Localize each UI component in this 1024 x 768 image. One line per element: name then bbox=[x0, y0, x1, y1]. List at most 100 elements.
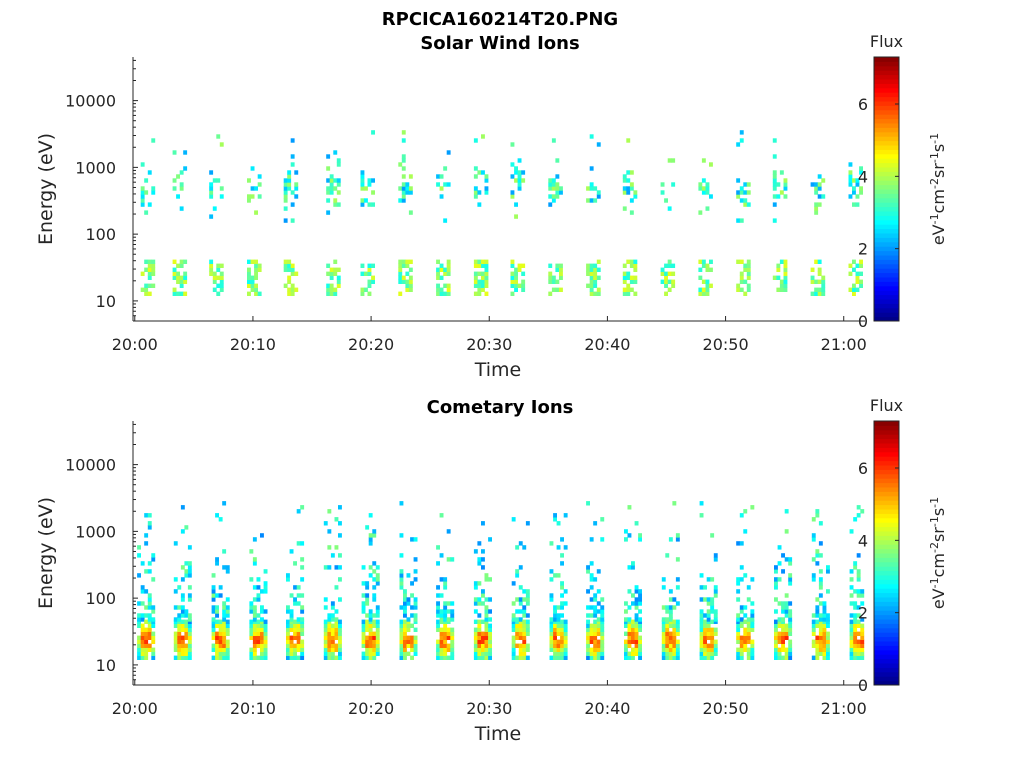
heatmap-cell bbox=[589, 639, 594, 644]
heatmap-cell bbox=[144, 619, 149, 624]
colorbar-segment bbox=[874, 290, 899, 296]
heatmap-cell bbox=[283, 263, 288, 268]
heatmap-cell bbox=[289, 655, 294, 660]
heatmap-cell bbox=[559, 275, 563, 280]
heatmap-cell bbox=[638, 655, 642, 660]
heatmap-cell bbox=[289, 609, 294, 614]
heatmap-cell bbox=[367, 283, 372, 288]
heatmap-cell bbox=[556, 631, 561, 636]
heatmap-cell bbox=[256, 619, 261, 624]
heatmap-cell bbox=[631, 601, 635, 606]
heatmap-cell bbox=[626, 275, 631, 280]
heatmap-cell bbox=[593, 291, 598, 296]
heatmap-cell bbox=[515, 569, 520, 574]
heatmap-cell bbox=[180, 647, 185, 652]
heatmap-cell bbox=[151, 635, 156, 640]
heatmap-cell bbox=[473, 619, 478, 624]
heatmap-cell bbox=[218, 655, 223, 660]
x-tick-label: 21:00 bbox=[821, 699, 867, 718]
heatmap-cell bbox=[176, 271, 180, 276]
colorbar-tick-label: 6 bbox=[858, 95, 868, 114]
heatmap-cell bbox=[668, 617, 673, 622]
heatmap-cell bbox=[856, 655, 861, 660]
heatmap-cell bbox=[699, 627, 704, 632]
heatmap-cell bbox=[860, 589, 865, 594]
heatmap-cell bbox=[553, 647, 557, 652]
heatmap-cell bbox=[473, 283, 478, 288]
heatmap-cell bbox=[147, 569, 152, 574]
heatmap-cell bbox=[553, 627, 557, 632]
colorbar-segment bbox=[874, 588, 899, 594]
heatmap-cell bbox=[660, 182, 665, 187]
heatmap-cell bbox=[661, 623, 666, 628]
colorbar-segment bbox=[874, 299, 899, 304]
heatmap-cell bbox=[784, 613, 789, 618]
heatmap-cell bbox=[736, 639, 741, 644]
heatmap-cell bbox=[811, 557, 816, 562]
heatmap-cell bbox=[477, 541, 482, 546]
heatmap-cell bbox=[750, 617, 755, 622]
heatmap-cell bbox=[408, 283, 413, 288]
heatmap-cell bbox=[784, 557, 789, 562]
heatmap-cell bbox=[750, 601, 755, 606]
colorbar-segment bbox=[874, 83, 899, 89]
heatmap-cell bbox=[710, 533, 715, 538]
heatmap-cell bbox=[661, 617, 666, 622]
heatmap-cell bbox=[634, 521, 639, 526]
heatmap-cell bbox=[514, 166, 518, 171]
heatmap-cell bbox=[290, 271, 295, 276]
heatmap-cell bbox=[187, 627, 192, 632]
heatmap-cell bbox=[222, 617, 227, 622]
heatmap-cell bbox=[522, 647, 527, 652]
heatmap-cell bbox=[852, 186, 856, 191]
heatmap-cell bbox=[283, 178, 288, 183]
heatmap-cell bbox=[477, 597, 482, 602]
heatmap-cell bbox=[371, 130, 375, 135]
heatmap-cell bbox=[665, 553, 670, 558]
heatmap-cell bbox=[219, 275, 224, 280]
heatmap-cell bbox=[333, 287, 338, 292]
heatmap-cell bbox=[672, 605, 677, 610]
heatmap-cell bbox=[484, 597, 489, 602]
heatmap-cell bbox=[375, 565, 380, 570]
heatmap-cell bbox=[215, 623, 219, 628]
heatmap-cell bbox=[706, 623, 711, 628]
heatmap-cell bbox=[446, 635, 451, 640]
heatmap-cell bbox=[517, 170, 522, 175]
heatmap-cell bbox=[260, 651, 264, 656]
heatmap-cell bbox=[250, 186, 255, 191]
heatmap-cell bbox=[215, 557, 219, 562]
heatmap-cell bbox=[774, 651, 778, 656]
heatmap-cell bbox=[739, 609, 744, 614]
heatmap-cell bbox=[179, 259, 184, 264]
heatmap-cell bbox=[698, 186, 703, 191]
heatmap-cell bbox=[408, 210, 413, 215]
heatmap-cell bbox=[443, 166, 448, 171]
heatmap-cell bbox=[781, 605, 785, 610]
heatmap-cell bbox=[783, 287, 788, 292]
heatmap-cell bbox=[699, 643, 704, 648]
heatmap-cell bbox=[436, 639, 440, 644]
heatmap-cell bbox=[361, 651, 366, 656]
heatmap-cell bbox=[222, 501, 227, 506]
heatmap-cell bbox=[549, 635, 554, 640]
heatmap-cell bbox=[629, 198, 634, 203]
heatmap-cell bbox=[446, 529, 451, 534]
colorbar-segment bbox=[874, 526, 899, 532]
heatmap-cell bbox=[510, 194, 515, 199]
heatmap-cell bbox=[586, 619, 590, 624]
heatmap-cell bbox=[323, 643, 328, 648]
heatmap-cell bbox=[675, 619, 680, 624]
heatmap-cell bbox=[446, 647, 451, 652]
heatmap-cell bbox=[439, 647, 444, 652]
heatmap-cell bbox=[405, 287, 410, 292]
heatmap-cell bbox=[293, 635, 297, 640]
heatmap-cell bbox=[788, 651, 793, 656]
heatmap-cell bbox=[698, 291, 703, 296]
heatmap-cell bbox=[137, 619, 141, 624]
heatmap-cell bbox=[521, 178, 526, 183]
heatmap-cell bbox=[627, 627, 632, 632]
heatmap-cell bbox=[856, 639, 861, 644]
heatmap-cell bbox=[781, 631, 785, 636]
heatmap-cell bbox=[477, 170, 482, 175]
